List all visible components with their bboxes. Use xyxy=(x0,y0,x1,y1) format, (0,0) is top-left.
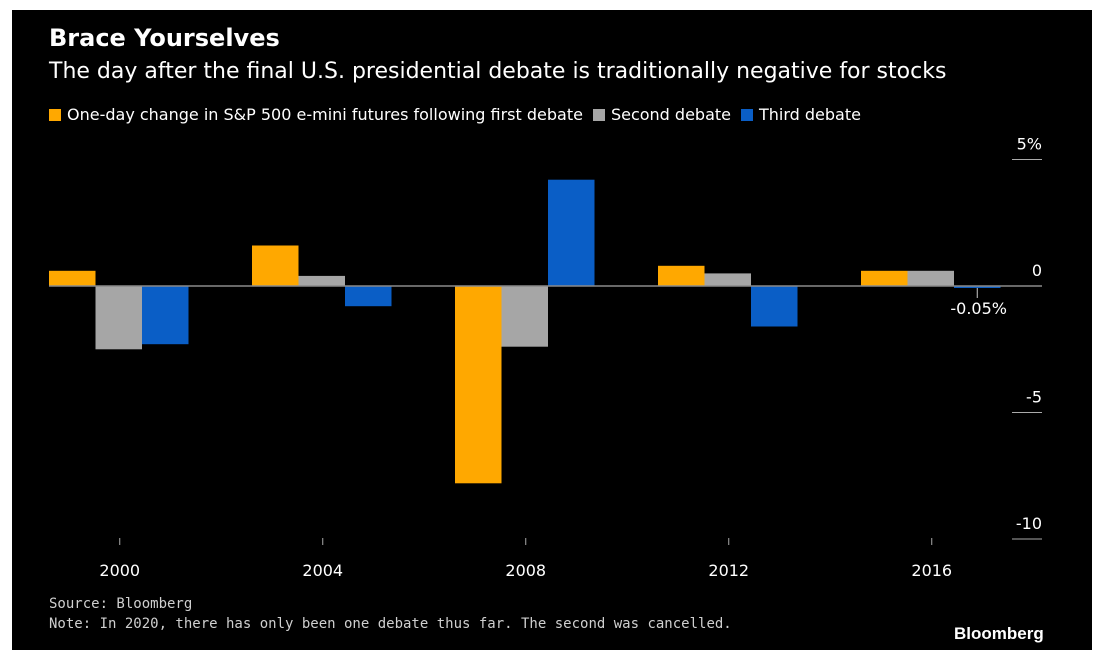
bar-2016-series-3 xyxy=(954,286,1001,288)
legend-item-third: Third debate xyxy=(741,105,861,124)
bar-2008-series-3 xyxy=(548,179,595,286)
bar-2016-series-2 xyxy=(907,270,954,286)
bar-2000-series-2 xyxy=(95,286,142,350)
footnote: Note: In 2020, there has only been one d… xyxy=(49,616,732,632)
chart-frame: Brace Yourselves The day after the final… xyxy=(12,10,1092,650)
bar-2004-series-3 xyxy=(345,286,392,307)
annotation-label: -0.05% xyxy=(950,299,1007,318)
y-tick-label--5: -5 xyxy=(1026,388,1042,407)
legend-label-third: Third debate xyxy=(759,105,861,124)
bar-2008-series-1 xyxy=(455,286,502,484)
bar-2016-series-1 xyxy=(861,270,908,286)
legend-swatch-third xyxy=(741,108,753,121)
bar-chart: 2000 2004 2008 2012 2016 5% 0 -5 -10 -0.05% xyxy=(49,135,1042,580)
legend-item-second: Second debate xyxy=(592,105,731,124)
x-tick-label-2008: 2008 xyxy=(505,561,546,580)
bar-2012-series-1 xyxy=(658,265,705,286)
x-tick-label-2012: 2012 xyxy=(708,561,749,580)
chart-title: Brace Yourselves xyxy=(49,24,280,52)
source-note: Source: Bloomberg xyxy=(49,596,193,612)
legend-item-first: One-day change in S&P 500 e-mini futures… xyxy=(49,105,583,124)
bar-2000-series-1 xyxy=(49,270,96,286)
bloomberg-logo: Bloomberg xyxy=(954,624,1044,643)
bar-2004-series-2 xyxy=(298,275,345,286)
y-tick-label--10: -10 xyxy=(1016,514,1042,533)
x-tick-label-2016: 2016 xyxy=(911,561,952,580)
bar-2012-series-3 xyxy=(751,286,798,327)
x-tick-label-2000: 2000 xyxy=(99,561,140,580)
y-tick-label-5%: 5% xyxy=(1017,135,1042,154)
bar-2004-series-1 xyxy=(252,245,299,286)
legend-swatch-second xyxy=(592,108,605,121)
bar-2012-series-2 xyxy=(704,273,751,286)
legend-label-first: One-day change in S&P 500 e-mini futures… xyxy=(67,105,583,124)
legend-label-second: Second debate xyxy=(610,105,731,124)
chart-legend: One-day change in S&P 500 e-mini futures… xyxy=(49,105,871,124)
legend-swatch-first xyxy=(49,108,61,121)
chart-subtitle: The day after the final U.S. presidentia… xyxy=(49,59,947,84)
x-tick-label-2004: 2004 xyxy=(302,561,343,580)
bar-2000-series-3 xyxy=(142,286,189,345)
bar-2008-series-2 xyxy=(501,286,548,347)
y-tick-label-0: 0 xyxy=(1032,261,1042,280)
